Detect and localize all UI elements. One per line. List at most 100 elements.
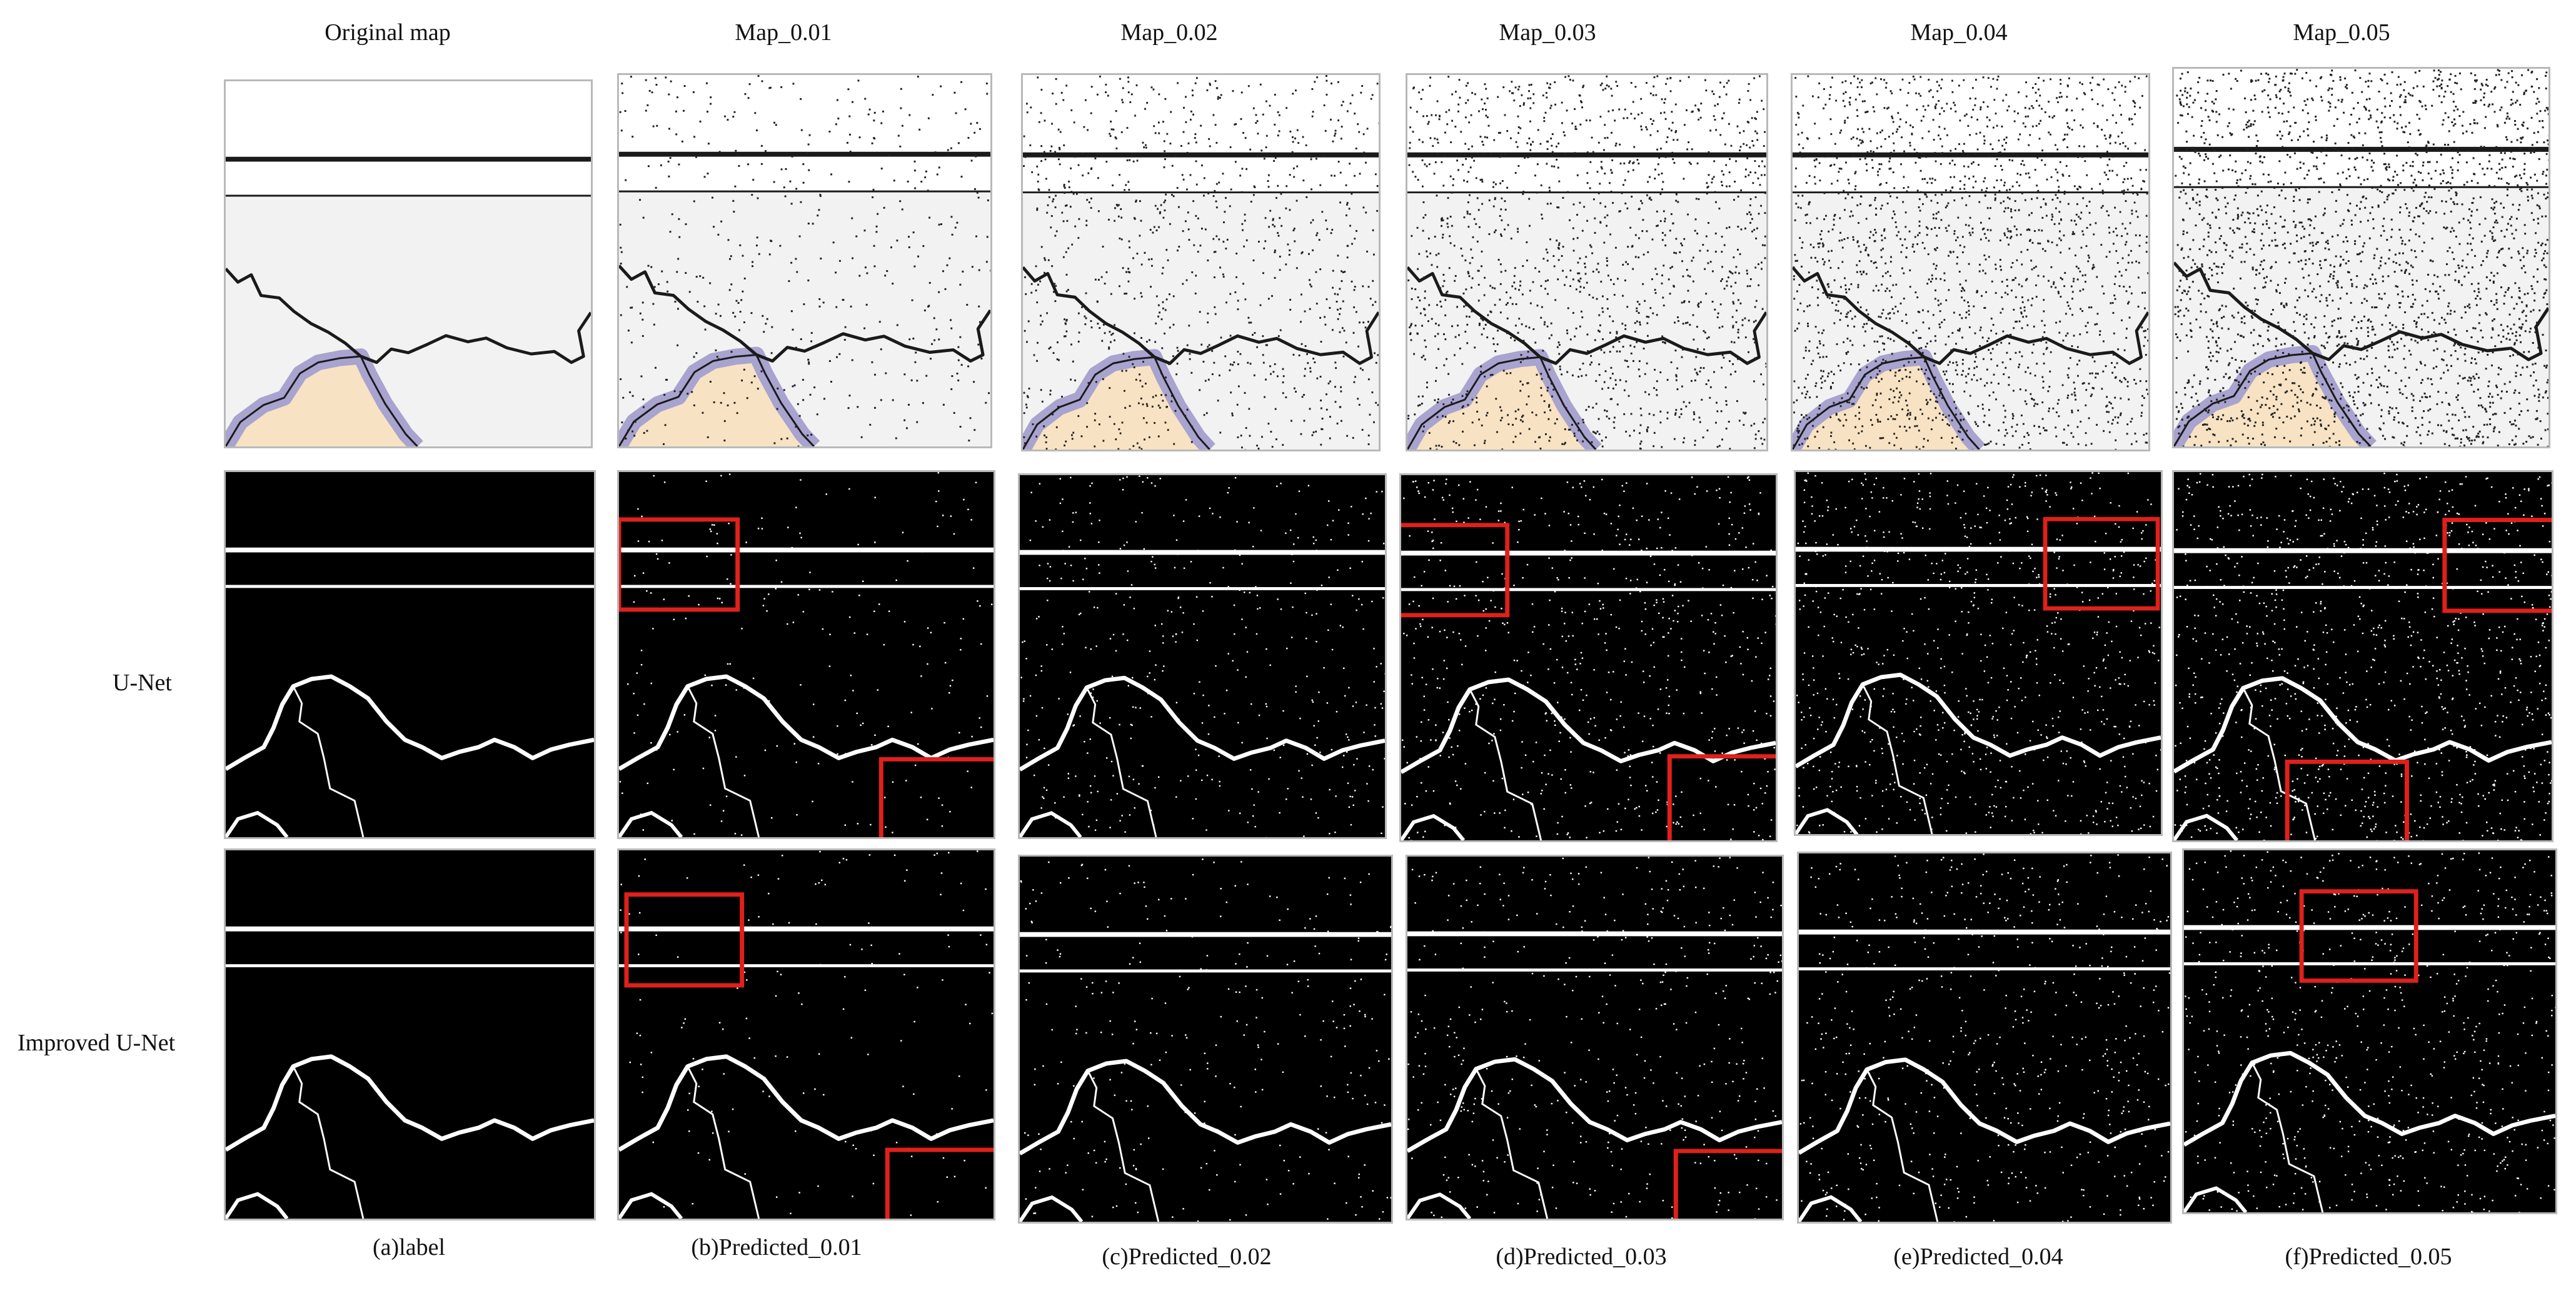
unet-panel-0.02 xyxy=(1018,473,1387,839)
predicted-tributary xyxy=(1469,688,1542,840)
map-panel-0.04 xyxy=(1791,73,2150,451)
noise-dots xyxy=(2174,69,2548,446)
predicted-boundary xyxy=(2174,676,2552,773)
caption-predicted-0.04: (e)Predicted_0.04 xyxy=(1893,1244,2063,1270)
caption-predicted-0.02: (c)Predicted_0.02 xyxy=(1102,1244,1272,1270)
predicted-tributary xyxy=(292,1065,365,1219)
prediction-background xyxy=(1401,475,1776,840)
predicted-coast xyxy=(1401,813,1466,840)
predicted-tributary xyxy=(2251,1062,2324,1212)
predicted-tributary xyxy=(1861,684,1933,834)
caption-label: (a)label xyxy=(372,1234,446,1260)
predicted-coast xyxy=(226,1192,289,1219)
highlight-box xyxy=(2285,759,2409,840)
highlight-box xyxy=(2442,518,2552,613)
prediction-background xyxy=(1796,472,2161,834)
predicted-coast xyxy=(619,1192,683,1219)
prediction-noise xyxy=(620,850,994,1216)
coast-line xyxy=(2174,352,2372,446)
prediction-noise xyxy=(2185,850,2555,1212)
column-header-original: Original map xyxy=(325,19,451,46)
noise-dots xyxy=(1407,75,1766,450)
improved-unet-panel-0.02 xyxy=(1018,855,1393,1224)
unet-panel-0.03 xyxy=(1399,473,1778,842)
boundary-line xyxy=(1407,266,1766,365)
prediction-background xyxy=(619,472,994,837)
improved-unet-panel-0.04 xyxy=(1797,852,2172,1224)
predicted-boundary xyxy=(2184,1050,2555,1147)
column-header-map-0.01: Map_0.01 xyxy=(735,19,832,46)
prediction-noise xyxy=(1020,858,1391,1222)
prediction-noise xyxy=(1401,476,1776,840)
prediction-background xyxy=(226,850,594,1219)
boundary-line xyxy=(226,268,591,365)
map-panel-0.02 xyxy=(1021,73,1381,451)
highlight-box xyxy=(1401,523,1510,618)
row-label-unet: U-Net xyxy=(113,670,172,696)
improved-unet-panel-label xyxy=(224,848,596,1220)
highlight-box xyxy=(619,517,740,612)
highlight-box xyxy=(1667,754,1776,840)
caption-predicted-0.01: (b)Predicted_0.01 xyxy=(691,1234,862,1260)
predicted-tributary xyxy=(1475,1069,1549,1219)
caption-predicted-0.05: (f)Predicted_0.05 xyxy=(2285,1244,2452,1270)
predicted-coast xyxy=(1020,811,1082,837)
predicted-coast xyxy=(2174,813,2239,840)
predicted-boundary xyxy=(619,1054,994,1152)
predicted-boundary xyxy=(1799,1057,2170,1155)
predicted-tributary xyxy=(687,1065,760,1219)
prediction-noise xyxy=(1796,472,2161,834)
boundary-line xyxy=(1793,266,2148,365)
predicted-boundary xyxy=(1020,1059,1391,1155)
predicted-boundary xyxy=(619,674,994,771)
upper-band xyxy=(619,75,990,192)
noise-dots xyxy=(1023,75,1379,450)
predicted-tributary xyxy=(1087,1070,1160,1222)
predicted-coast xyxy=(1796,808,1858,834)
prediction-background xyxy=(2174,472,2552,840)
predicted-tributary xyxy=(292,685,365,837)
predicted-coast xyxy=(1799,1195,1863,1222)
row-label-improved-unet: Improved U-Net xyxy=(18,1030,176,1056)
predicted-coast xyxy=(619,810,683,837)
prediction-background xyxy=(1799,853,2170,1222)
predicted-tributary xyxy=(2242,687,2316,840)
coast-line xyxy=(1407,356,1597,450)
map-panel-original xyxy=(224,79,593,448)
predicted-boundary xyxy=(226,1054,594,1152)
unet-panel-label xyxy=(224,470,596,839)
upper-band xyxy=(1407,75,1766,193)
coast-line xyxy=(226,355,418,446)
prediction-background xyxy=(1020,857,1391,1222)
column-header-map-0.04: Map_0.04 xyxy=(1910,19,2008,46)
caption-predicted-0.03: (d)Predicted_0.03 xyxy=(1496,1244,1667,1270)
predicted-boundary xyxy=(1407,1057,1782,1153)
highlight-box xyxy=(2299,889,2418,983)
predicted-coast xyxy=(226,810,289,837)
highlight-box xyxy=(878,757,994,837)
highlight-box xyxy=(624,892,745,988)
prediction-background xyxy=(1020,475,1385,837)
predicted-tributary xyxy=(1866,1069,1939,1222)
prediction-background xyxy=(226,472,594,837)
map-panel-0.01 xyxy=(617,73,992,448)
predicted-coast xyxy=(2184,1186,2248,1212)
coast-line xyxy=(619,353,815,446)
column-header-map-0.03: Map_0.03 xyxy=(1499,19,1596,46)
predicted-coast xyxy=(1407,1192,1472,1219)
boundary-line xyxy=(619,264,990,363)
predicted-coast xyxy=(1020,1195,1084,1222)
improved-unet-panel-0.05 xyxy=(2182,848,2557,1214)
predicted-boundary xyxy=(1796,672,2161,768)
upper-band xyxy=(2174,69,2548,188)
upper-band xyxy=(1023,75,1379,193)
column-header-map-0.02: Map_0.02 xyxy=(1120,19,1218,46)
highlight-box xyxy=(1673,1149,1782,1219)
unet-panel-0.01 xyxy=(617,470,995,839)
predicted-tributary xyxy=(1085,687,1157,837)
coast-line xyxy=(1793,356,1980,450)
improved-unet-panel-0.01 xyxy=(617,848,995,1220)
highlight-box xyxy=(885,1147,994,1219)
improved-unet-panel-0.03 xyxy=(1406,855,1784,1220)
